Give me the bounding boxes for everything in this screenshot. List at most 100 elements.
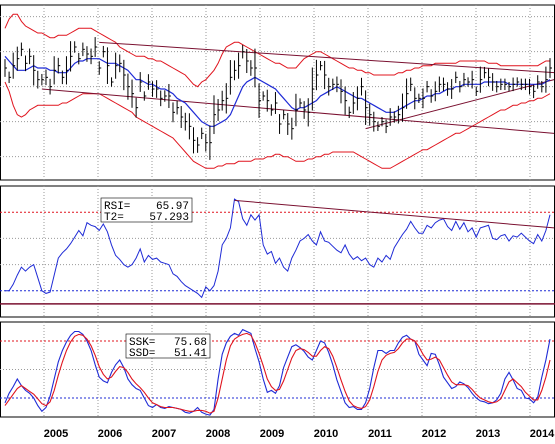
price-bar: [102, 45, 106, 58]
price-bar: [430, 89, 434, 103]
price-bar: [279, 114, 282, 134]
price-bar: [442, 77, 446, 92]
price-bar: [512, 77, 516, 92]
price-bar: [348, 106, 352, 119]
price-bar: [274, 92, 278, 114]
price-bar: [74, 41, 77, 53]
x-tick-label: 2012: [422, 428, 446, 440]
price-bar: [328, 77, 331, 96]
bollinger-upper-band: [4, 13, 550, 88]
price-bar: [508, 82, 512, 92]
price-bar: [361, 77, 364, 96]
x-tick-label: 2011: [368, 428, 392, 440]
price-trendline-2: [41, 88, 555, 134]
price-bar: [246, 48, 249, 74]
price-bar: [143, 91, 147, 101]
price-bar: [451, 79, 454, 99]
stoch-legend-value: 51.41: [174, 348, 207, 360]
price-bar: [61, 70, 65, 85]
stoch-legend: SSK= 75.68 SSD= 51.41: [125, 333, 211, 360]
price-bar: [258, 83, 262, 118]
price-bar: [504, 78, 507, 91]
price-bar: [147, 74, 151, 90]
price-bar: [332, 78, 335, 91]
price-bar: [483, 66, 487, 79]
price-bar: [29, 48, 32, 65]
price-bar: [500, 78, 503, 91]
price-bar: [12, 52, 16, 79]
price-bar: [262, 91, 266, 101]
price-trendline-1: [99, 41, 555, 74]
price-bar: [106, 47, 110, 84]
price-bar: [537, 75, 540, 89]
price-bar: [467, 77, 471, 87]
price-bar: [254, 48, 257, 88]
price-bar: [197, 137, 200, 153]
price-bar: [447, 82, 450, 96]
price-bar: [422, 88, 425, 109]
price-bar: [377, 121, 380, 131]
x-tick-label: 2010: [314, 428, 338, 440]
price-bar: [438, 76, 442, 93]
x-tick-label: 2014: [530, 428, 555, 440]
price-bar: [119, 54, 122, 73]
price-bar: [152, 81, 155, 97]
price-bar: [213, 95, 216, 135]
stoch-legend-box: [125, 333, 211, 359]
price-bar: [283, 110, 286, 120]
price-bar: [434, 81, 438, 102]
ssd-line: [4, 332, 551, 414]
price-bar: [307, 98, 311, 127]
price-bar: [70, 41, 73, 72]
price-bar: [233, 60, 237, 81]
price-bar: [156, 80, 159, 98]
price-bar: [406, 78, 409, 109]
price-bar: [393, 111, 397, 123]
price-bar: [242, 44, 245, 59]
price-bar: [516, 77, 520, 87]
price-bar: [541, 80, 544, 93]
price-bar: [529, 78, 532, 95]
price-bar: [49, 78, 53, 95]
price-bar: [266, 89, 270, 112]
price-bar: [524, 78, 528, 91]
price-bar: [315, 59, 319, 91]
stoch-legend-label: SSK=: [129, 337, 155, 349]
price-bar: [418, 93, 421, 103]
price-bar: [90, 48, 94, 65]
price-panel-frame: [0, 4, 555, 181]
stoch-legend-label: SSD=: [129, 348, 155, 360]
price-bar: [303, 101, 307, 119]
price-bar: [385, 119, 389, 134]
price-bar: [401, 93, 405, 122]
price-bar: [123, 59, 126, 91]
price-bar: [471, 70, 475, 89]
price-bar: [352, 92, 356, 114]
price-bar: [463, 72, 466, 87]
price-bar: [188, 113, 192, 140]
price-bar: [340, 79, 344, 104]
rsi-legend-box: [100, 197, 193, 223]
price-bar: [475, 86, 479, 96]
price-bar: [369, 103, 372, 126]
price-bar: [299, 98, 303, 108]
rsi-legend-label: T2=: [104, 212, 124, 224]
stoch-legend-value: 75.68: [174, 337, 207, 349]
price-bar: [397, 105, 401, 124]
price-bar: [389, 108, 393, 126]
price-bar: [455, 71, 458, 84]
price-bar: [127, 73, 130, 100]
rsi-trendline: [234, 199, 555, 229]
price-bar: [426, 80, 430, 93]
price-bar: [37, 70, 40, 89]
x-tick-label: 2006: [98, 428, 122, 440]
price-bar: [217, 99, 221, 121]
price-bar: [8, 71, 12, 84]
price-bar: [57, 57, 61, 74]
price-bar: [545, 66, 548, 93]
price-bar: [225, 83, 229, 114]
price-bar: [291, 117, 294, 140]
price-bar: [94, 37, 98, 57]
